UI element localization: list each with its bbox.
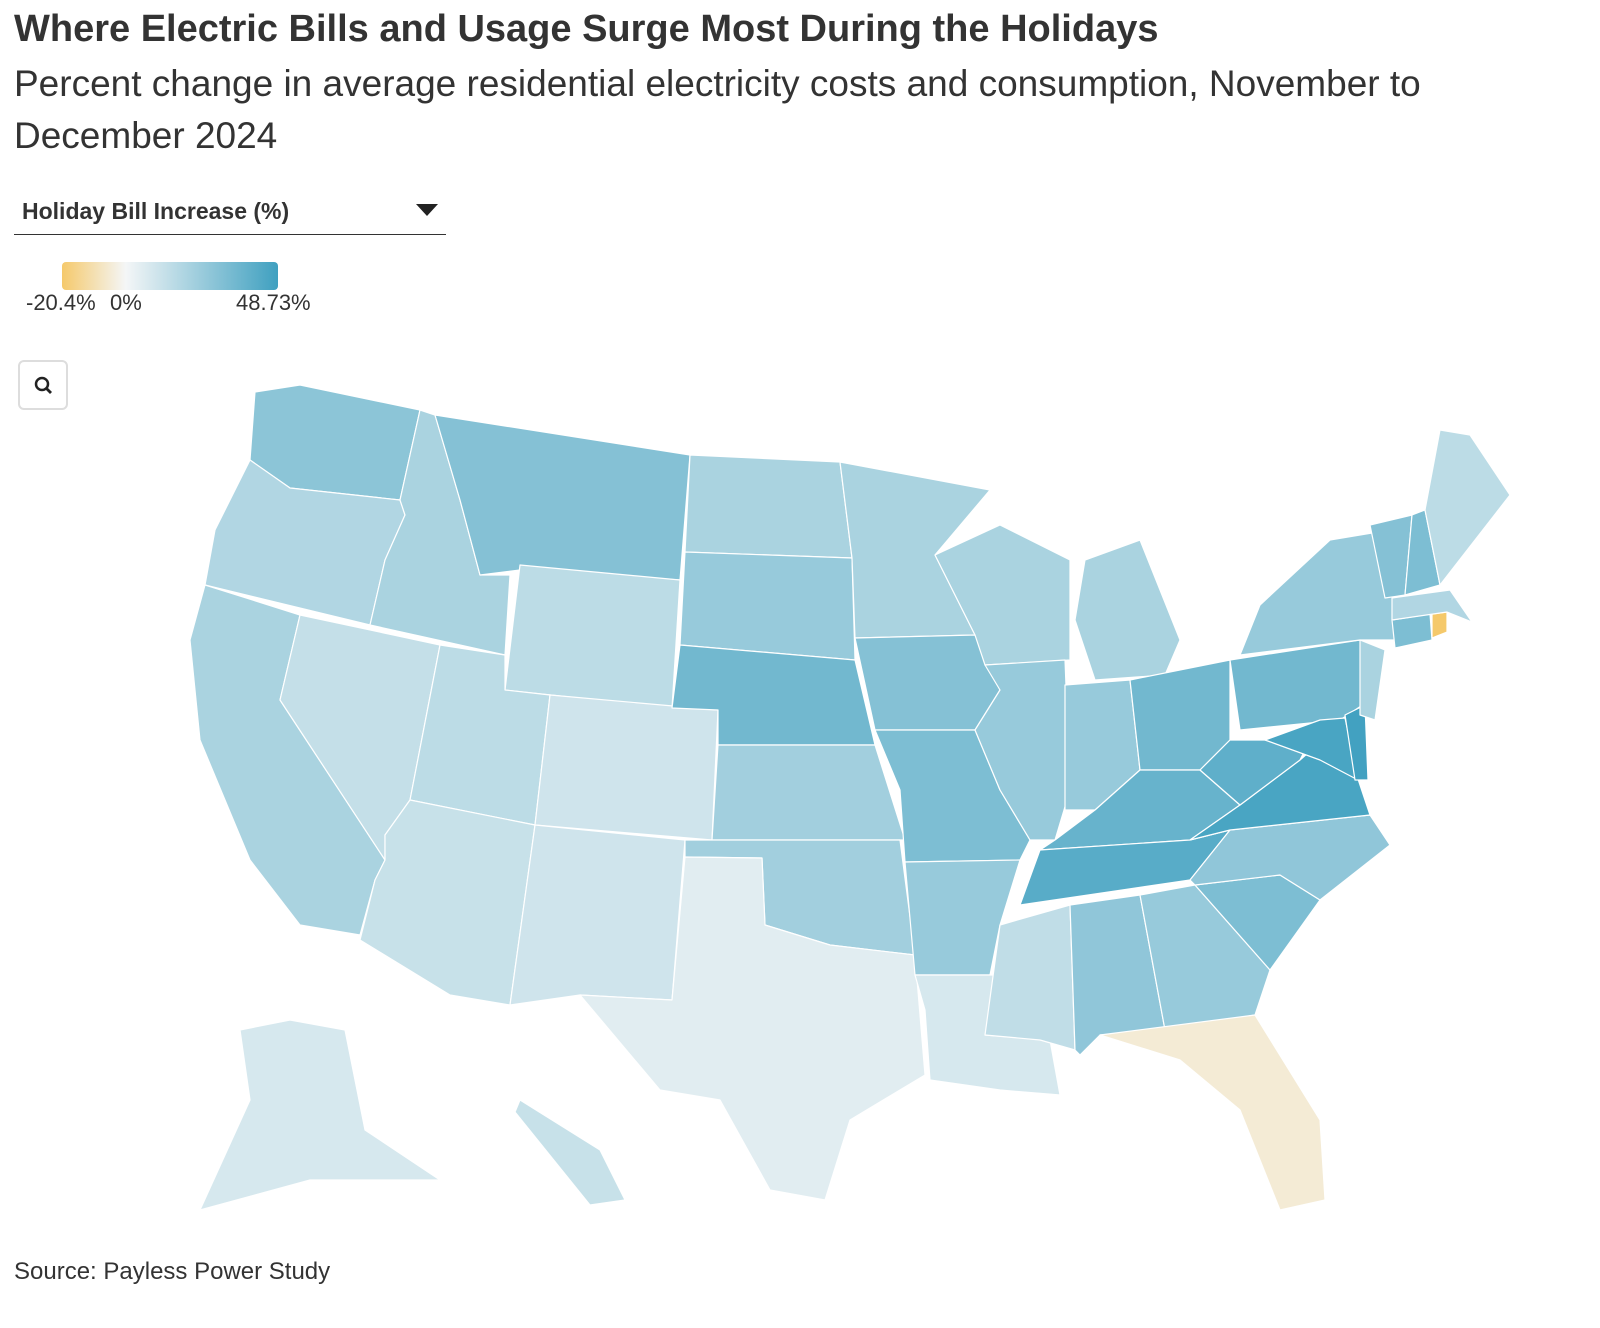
search-icon: [34, 376, 52, 394]
region[interactable]: [579, 856, 926, 1201]
region[interactable]: [984, 904, 1076, 1051]
legend-gradient: [62, 262, 278, 290]
region[interactable]: [1099, 1014, 1326, 1211]
region[interactable]: [1424, 429, 1511, 586]
region[interactable]: [504, 564, 681, 709]
region[interactable]: [1074, 539, 1181, 681]
dropdown-arrow: [416, 204, 438, 216]
metric-dropdown[interactable]: Holiday Bill Increase (%): [14, 192, 446, 235]
zoom-button[interactable]: [18, 360, 68, 410]
region[interactable]: [1391, 589, 1473, 623]
region[interactable]: [534, 694, 719, 841]
region[interactable]: [711, 744, 906, 841]
legend-label: 48.73%: [236, 290, 311, 315]
region[interactable]: [934, 524, 1071, 666]
legend-label: -20.4%: [26, 290, 96, 315]
region[interactable]: [904, 859, 1021, 976]
subtitle: Percent change in average residential el…: [14, 63, 1421, 156]
region[interactable]: [1129, 659, 1231, 771]
region[interactable]: [1139, 884, 1271, 1031]
region[interactable]: [1344, 704, 1369, 781]
legend-label: 0%: [110, 290, 142, 315]
region[interactable]: [199, 1019, 441, 1211]
region[interactable]: [1359, 639, 1386, 721]
source: Source: Payless Power Study: [14, 1258, 331, 1285]
region[interactable]: [1431, 611, 1448, 639]
region[interactable]: [679, 551, 856, 661]
region[interactable]: [509, 824, 686, 1006]
region[interactable]: [854, 634, 1001, 731]
title: Where Electric Bills and Usage Surge Mos…: [14, 8, 1159, 50]
region[interactable]: [684, 454, 853, 559]
region[interactable]: [514, 1099, 626, 1206]
dropdown-label: Holiday Bill Increase (%): [22, 198, 290, 224]
region[interactable]: [1239, 529, 1396, 656]
